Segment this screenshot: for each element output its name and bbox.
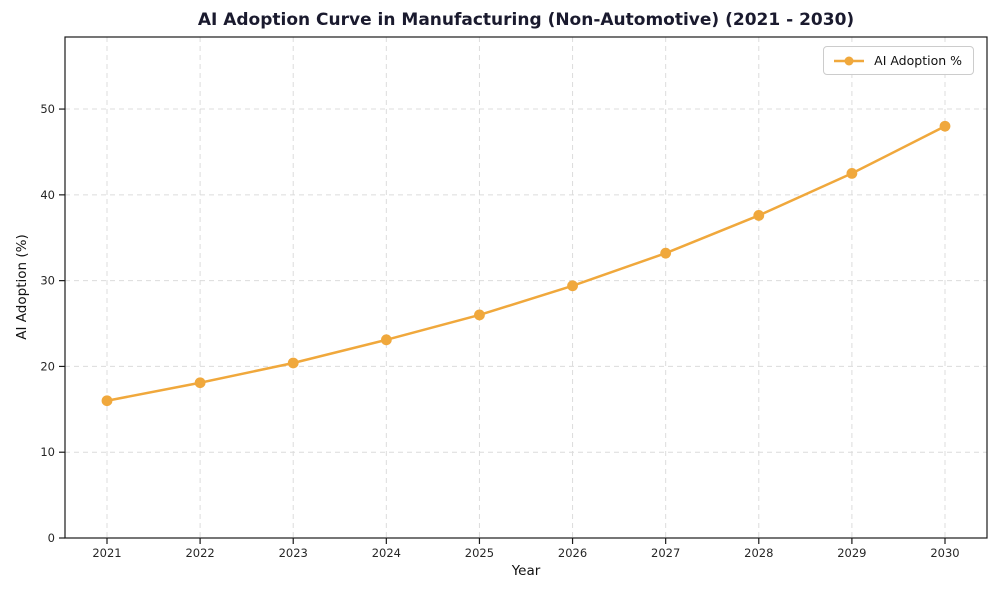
x-tick-label: 2021 — [92, 546, 121, 560]
data-point — [194, 377, 206, 389]
x-tick-label: 2027 — [651, 546, 680, 560]
axes-spines — [64, 36, 988, 539]
data-point — [846, 168, 858, 179]
data-point — [660, 247, 672, 259]
legend-line-marker-icon — [833, 55, 865, 67]
data-point — [567, 280, 578, 292]
x-tick-label: 2030 — [930, 546, 959, 560]
y-tick-label: 40 — [40, 188, 55, 202]
data-point — [474, 309, 485, 321]
y-tick-label: 20 — [40, 359, 55, 373]
x-tick-label: 2028 — [744, 546, 773, 560]
data-point — [101, 395, 113, 407]
data-point — [287, 357, 299, 369]
data-point — [939, 120, 951, 132]
y-tick-label: 10 — [40, 445, 55, 459]
legend-label: AI Adoption % — [874, 53, 962, 68]
x-tick-label: 2024 — [372, 546, 401, 560]
x-tick-label: 2029 — [837, 546, 866, 560]
y-tick-label: 50 — [40, 102, 55, 116]
x-tick-label: 2026 — [558, 546, 587, 560]
series-line — [105, 124, 947, 402]
y-axis-label: AI Adoption (%) — [14, 234, 30, 340]
legend: AI Adoption % — [823, 46, 974, 75]
data-point — [380, 334, 392, 346]
chart-title: AI Adoption Curve in Manufacturing (Non-… — [197, 10, 855, 30]
data-point — [753, 210, 765, 221]
x-tick-label: 2023 — [279, 546, 308, 560]
x-tick-label: 2022 — [185, 546, 214, 560]
y-tick-label: 0 — [48, 531, 55, 545]
x-tick-label: 2025 — [465, 546, 494, 560]
y-tick-label: 30 — [40, 274, 55, 288]
x-axis-label: Year — [511, 563, 541, 579]
